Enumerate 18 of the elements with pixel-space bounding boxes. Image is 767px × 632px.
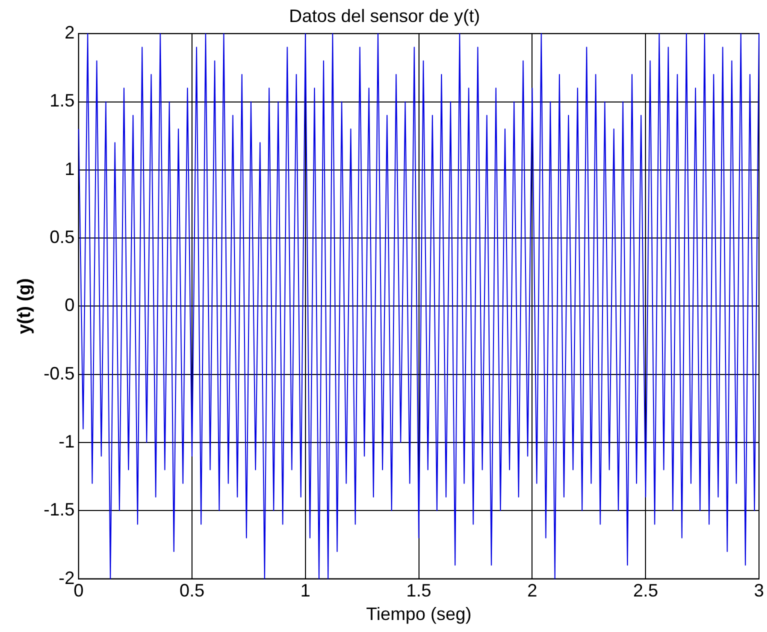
x-tick-label: 0.5 (180, 580, 205, 601)
y-tick-label: 0.5 (50, 227, 75, 248)
chart-title: Datos del sensor de y(t) (288, 6, 480, 26)
y-tick-label: 2 (64, 22, 75, 43)
y-axis-title: y(t) (g) (14, 278, 34, 334)
y-tick-label: -0.5 (44, 363, 75, 384)
x-tick-label: 2 (527, 580, 538, 601)
x-tick-label: 1.5 (406, 580, 432, 601)
y-tick-label: -2 (58, 568, 75, 588)
y-tick-label: 1 (64, 158, 75, 179)
y-tick-label: -1 (58, 431, 75, 452)
x-tick-label: 2.5 (633, 580, 658, 601)
x-tick-label: 1 (300, 580, 310, 601)
y-tick-label: 0 (64, 295, 75, 316)
x-tick-label: 3 (754, 580, 764, 601)
y-tick-label: 1.5 (50, 90, 75, 111)
y-tick-label: -1.5 (44, 500, 75, 520)
x-axis-title: Tiempo (seg) (366, 604, 472, 624)
